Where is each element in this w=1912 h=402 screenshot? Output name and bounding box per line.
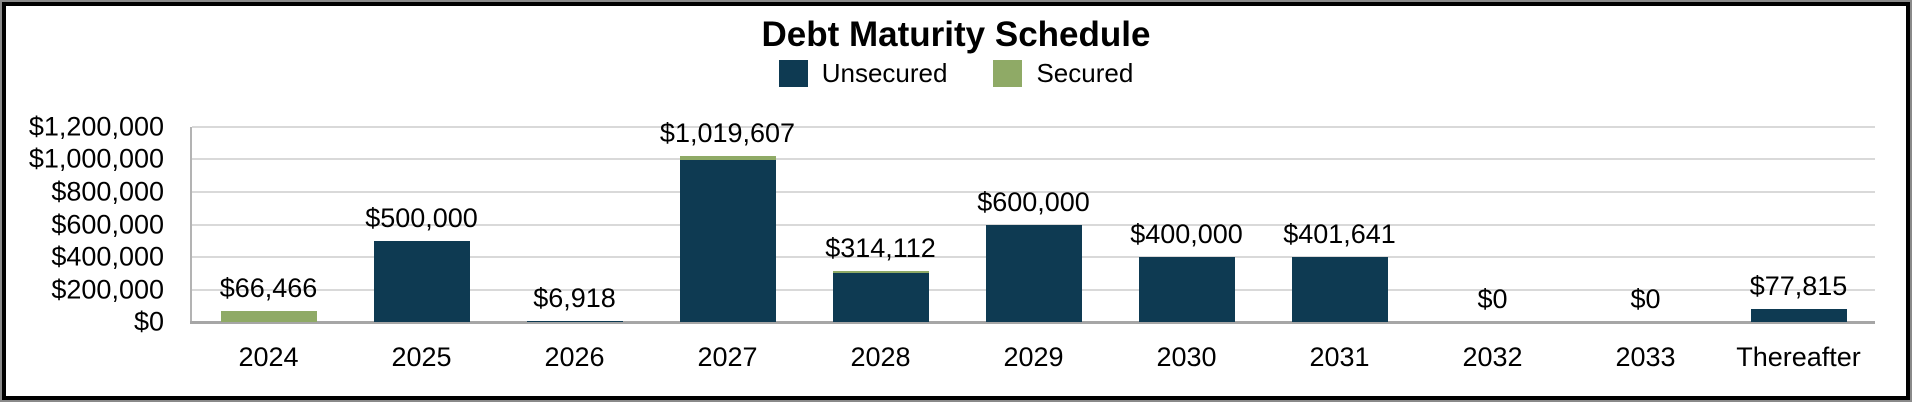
bar-value-label: $500,000 — [365, 202, 478, 233]
bar-segment-unsecured — [985, 224, 1082, 322]
bar-column-2029: $600,000 — [957, 127, 1110, 322]
y-axis-tick-label: $800,000 — [51, 176, 164, 207]
x-axis-label-2030: 2030 — [1156, 342, 1217, 372]
legend-label: Secured — [1036, 58, 1134, 88]
bar-value-label: $600,000 — [977, 186, 1090, 217]
bar-stack — [679, 156, 776, 322]
y-axis-tick-label: $400,000 — [51, 241, 164, 272]
bar-column-2032: $0 — [1416, 127, 1569, 322]
bar-stack — [832, 270, 929, 322]
x-axis-line — [190, 321, 1875, 324]
legend-item-unsecured: Unsecured — [778, 58, 948, 88]
bar-column-thereafter: $77,815 — [1722, 127, 1875, 322]
gridline — [192, 190, 1875, 193]
bar-value-label: $401,641 — [1283, 218, 1396, 249]
gridline — [192, 126, 1875, 128]
y-axis-tick-label: $600,000 — [51, 209, 164, 239]
legend-item-secured: Secured — [993, 59, 1133, 88]
x-axis-label-thereafter: Thereafter — [1736, 342, 1861, 372]
bar-value-label: $0 — [1630, 284, 1661, 314]
bar-column-2028: $314,112 — [804, 127, 957, 322]
bar-segment-unsecured — [526, 320, 623, 322]
x-axis-label-2032: 2032 — [1462, 342, 1523, 372]
y-axis-tick-label: $1,200,000 — [28, 111, 164, 142]
bar-value-label: $0 — [1477, 284, 1508, 314]
bar-value-label: $400,000 — [1130, 219, 1243, 249]
bar-value-label: $1,019,607 — [659, 118, 796, 149]
bar-column-2030: $400,000 — [1110, 127, 1263, 322]
legend-swatch-secured — [993, 59, 1023, 87]
bar-value-label: $66,466 — [219, 273, 318, 304]
x-axis-label-2031: 2031 — [1309, 342, 1370, 372]
bar-segment-unsecured — [679, 160, 776, 322]
bar-segment-secured — [220, 311, 317, 322]
bar-stack — [1138, 257, 1235, 322]
bar-column-2024: $66,466 — [192, 127, 345, 322]
bar-stack — [373, 240, 470, 322]
legend: Unsecured Secured — [2, 59, 1910, 88]
bar-stack — [1750, 309, 1847, 322]
bar-segment-unsecured — [1750, 309, 1847, 322]
legend-swatch-unsecured — [778, 59, 808, 87]
bar-segment-unsecured — [832, 272, 929, 322]
bar-segment-unsecured — [1138, 257, 1235, 322]
bar-value-label: $314,112 — [825, 232, 936, 263]
x-axis-label-2026: 2026 — [544, 342, 605, 372]
x-axis-label-2024: 2024 — [238, 342, 299, 372]
bar-column-2033: $0 — [1569, 127, 1722, 322]
y-axis-line — [190, 127, 192, 322]
y-axis-tick-label: $0 — [133, 306, 164, 337]
plot-area: $1,200,000 $1,000,000 $800,000 $600,000 $400… — [29, 113, 1875, 371]
x-axis-label-2029: 2029 — [1003, 342, 1064, 372]
bar-segment-unsecured — [373, 240, 470, 322]
bar-segment-secured — [679, 156, 776, 161]
bar-column-2026: $6,918 — [498, 127, 651, 322]
x-axis-label-2027: 2027 — [697, 342, 758, 372]
bar-value-label: $6,918 — [533, 282, 616, 313]
bar-value-label: $77,815 — [1749, 271, 1848, 302]
y-axis-tick-label: $200,000 — [51, 274, 164, 304]
bar-segment-secured — [832, 270, 929, 273]
bar-column-2025: $500,000 — [345, 127, 498, 322]
bar-stack — [220, 311, 317, 322]
x-axis-label-2028: 2028 — [850, 342, 911, 372]
x-axis-label-2025: 2025 — [391, 342, 452, 372]
bar-stack — [1291, 256, 1388, 322]
bar-segment-unsecured — [1291, 256, 1388, 322]
x-axis-label-2033: 2033 — [1615, 342, 1676, 372]
bar-stack — [526, 320, 623, 322]
bar-column-2027: $1,019,607 — [651, 120, 804, 322]
y-axis-tick-label: $1,000,000 — [28, 143, 164, 174]
bar-column-2031: $401,641 — [1263, 127, 1416, 322]
legend-label: Unsecured — [821, 58, 948, 88]
gridline — [192, 158, 1875, 161]
bar-stack — [985, 224, 1082, 322]
chart-title: Debt Maturity Schedule — [761, 15, 1151, 54]
